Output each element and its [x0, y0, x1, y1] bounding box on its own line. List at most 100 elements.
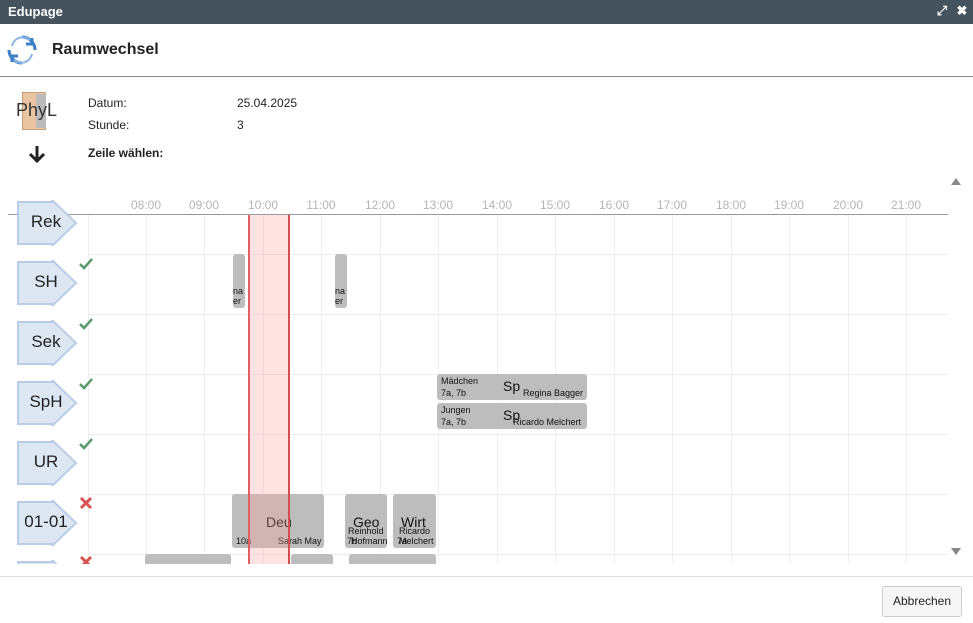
grid-line: [263, 215, 264, 564]
scroll-up-icon[interactable]: [950, 176, 962, 186]
row-arrow-shape: [17, 320, 78, 366]
time-tick: 20:00: [832, 198, 864, 212]
lesson-subject: Deu: [266, 514, 292, 530]
row-select-sph[interactable]: SpH: [16, 380, 78, 426]
lesson-teacher: Regina Bagger: [523, 388, 584, 398]
row-separator: [88, 494, 948, 495]
row-name: SH: [34, 272, 58, 291]
time-tick: 11:00: [306, 198, 336, 212]
dialog-header: Raumwechsel: [0, 24, 973, 77]
row-separator: [88, 254, 948, 255]
period-value: 3: [237, 118, 244, 132]
lesson-info: er: [335, 296, 344, 306]
grid-line: [146, 215, 147, 564]
time-tick: 12:00: [364, 198, 396, 212]
lesson-info: na: [233, 286, 244, 296]
conflict-x-icon: [79, 496, 93, 510]
page-title: Raumwechsel: [52, 41, 159, 58]
check-icon: [79, 318, 93, 330]
row-arrow-shape: [17, 260, 78, 306]
row-arrow-shape: [17, 500, 78, 546]
select-row-label: Zeile wählen:: [88, 146, 164, 160]
row-arrow-shape: [17, 440, 78, 486]
time-tick: 14:00: [481, 198, 513, 212]
close-icon[interactable]: ✖: [956, 3, 968, 18]
grid-line: [204, 215, 205, 564]
grid-line: [789, 215, 790, 564]
grid-line: [88, 215, 89, 564]
lesson-teacher: Hofmann: [351, 536, 387, 546]
lesson-block[interactable]: Jungen 7a, 7b Sp Ricardo Melchert: [437, 403, 587, 429]
check-icon: [79, 378, 93, 390]
lesson-block[interactable]: Mädchen 7a, 7b Sp Regina Bagger: [437, 374, 587, 400]
row-name: SpH: [29, 392, 63, 411]
lesson-subject: Sp: [503, 378, 521, 394]
lesson-classes: 7a, 7b: [441, 388, 467, 398]
row-select-sek[interactable]: Sek: [16, 320, 78, 366]
lesson-teacher: Melchert: [399, 536, 434, 546]
timeline: 08:00 09:00 10:00 11:00 12:00 13:00 14:0…: [8, 190, 948, 564]
grid-line: [321, 215, 322, 564]
grid-line: [614, 215, 615, 564]
period-label: Stunde:: [88, 118, 130, 132]
lesson-block[interactable]: na er: [335, 254, 347, 308]
maximize-icon[interactable]: ⤢: [936, 3, 948, 18]
scroll-down-icon[interactable]: [950, 547, 962, 557]
grid-line: [906, 215, 907, 564]
lesson-block[interactable]: [291, 554, 333, 564]
time-tick: 19:00: [773, 198, 805, 212]
cancel-button[interactable]: Abbrechen: [882, 586, 962, 617]
row-name: Sek: [31, 332, 61, 351]
lesson-group: Mädchen: [441, 376, 479, 386]
lesson-block[interactable]: na er: [233, 254, 245, 308]
conflict-x-icon: [79, 555, 93, 564]
row-name: UR: [33, 452, 59, 471]
grid-line: [731, 215, 732, 564]
lesson-block[interactable]: Deu 10a Sarah May: [232, 494, 324, 548]
door-panel: [36, 94, 46, 128]
time-tick: 18:00: [715, 198, 747, 212]
lesson-teacher: Reinhold: [348, 526, 384, 536]
lesson-teacher: Sarah May: [278, 536, 322, 546]
window-titlebar: Edupage ⤢ ✖: [0, 0, 973, 24]
time-tick: 13:00: [422, 198, 454, 212]
lesson-subject: Wirt: [401, 514, 426, 530]
time-tick: 15:00: [539, 198, 571, 212]
date-label: Datum:: [88, 96, 127, 110]
row-select-sh[interactable]: SH: [16, 260, 78, 306]
row-select-next[interactable]: [16, 560, 78, 564]
lesson-classes: 7a, 7b: [441, 417, 467, 427]
grid-line: [380, 215, 381, 564]
room-code: PhyL: [16, 100, 58, 120]
lesson-info: er: [233, 296, 242, 306]
check-icon: [79, 438, 93, 450]
lesson-teacher: Ricardo: [399, 526, 431, 536]
time-tick: 21:00: [890, 198, 922, 212]
row-select-01-01[interactable]: 01-01: [16, 500, 78, 546]
lesson-block[interactable]: Wirt Ricardo Melchert 7a: [393, 494, 436, 548]
lesson-block[interactable]: [349, 554, 436, 564]
lesson-group: Jungen: [441, 405, 471, 415]
lesson-teacher: Ricardo Melchert: [513, 417, 582, 427]
lesson-subject: Sp: [503, 407, 521, 423]
room-door-icon: PhyL: [14, 90, 60, 134]
lesson-info: na: [335, 286, 346, 296]
lesson-block[interactable]: [145, 554, 231, 564]
check-icon: [79, 258, 93, 270]
row-select-ur[interactable]: UR: [16, 440, 78, 486]
grid-line: [848, 215, 849, 564]
time-tick: 10:00: [247, 198, 279, 212]
row-select-rek[interactable]: Rek: [16, 200, 78, 246]
current-period-highlight: [248, 215, 290, 564]
dialog-footer: [0, 576, 973, 623]
row-separator: [88, 314, 948, 315]
row-arrow-shape: [17, 200, 78, 246]
row-arrow-shape: [17, 560, 58, 564]
row-separator: [88, 554, 948, 555]
lesson-class: 7a: [397, 536, 408, 546]
lesson-block[interactable]: Geo Reinhold Hofmann 7b: [345, 494, 387, 548]
row-separator: [88, 434, 948, 435]
window-title: Edupage: [8, 4, 63, 19]
time-tick: 17:00: [656, 198, 688, 212]
date-value: 25.04.2025: [237, 96, 298, 110]
